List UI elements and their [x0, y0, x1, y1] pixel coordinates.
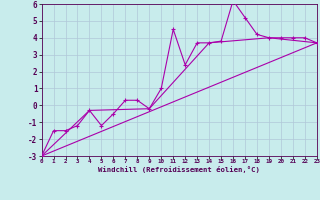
X-axis label: Windchill (Refroidissement éolien,°C): Windchill (Refroidissement éolien,°C) — [98, 166, 260, 173]
